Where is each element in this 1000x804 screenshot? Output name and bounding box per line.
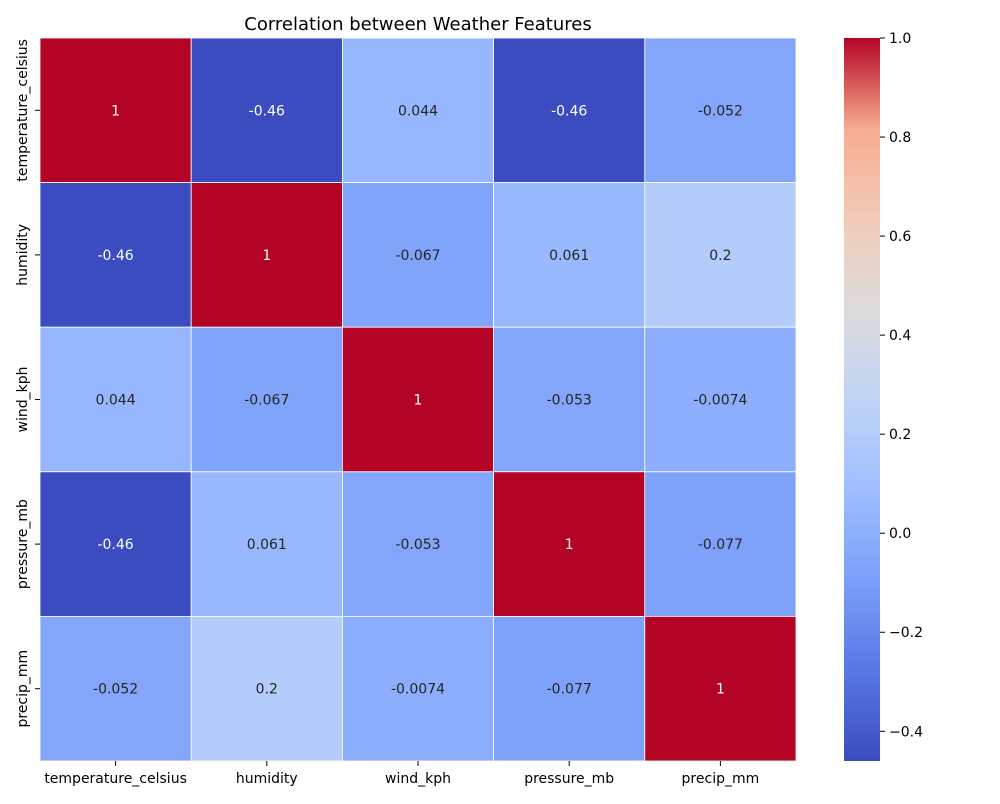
cell-value-label: -0.053 [547, 393, 592, 409]
cell-value-label: -0.46 [551, 103, 587, 119]
column-label-pressure-mb: pressure_mb [524, 771, 614, 787]
heatmap-cell-labels: 1 -0.46 0.044 -0.46 -0.052 -0.46 1 -0.067 0.061 0… [93, 103, 747, 697]
heatmap-cell-precip-mm-temperature-celsius [39, 616, 192, 762]
heatmap-cell-temperature-celsius-wind-kph [341, 37, 494, 184]
heatmap-cell-humidity-wind-kph [341, 182, 494, 328]
heatmap-cell-temperature-celsius-temperature-celsius [39, 37, 192, 184]
column-label-wind-kph: wind_kph [385, 771, 451, 787]
cell-value-label: -0.052 [93, 682, 138, 698]
cell-value-label: -0.077 [698, 537, 743, 553]
heatmap-cell-precip-mm-wind-kph [341, 616, 494, 762]
cell-value-label: 1 [111, 103, 120, 119]
heatmap-cell-humidity-precip-mm [644, 182, 797, 328]
cell-value-label: -0.46 [97, 537, 133, 553]
cell-value-label: 0.2 [709, 248, 731, 264]
colorbar-tick-label: −0.4 [889, 724, 923, 740]
heatmap-cell-precip-mm-humidity [190, 616, 343, 762]
heatmap-cell-temperature-celsius-pressure-mb [493, 37, 646, 184]
heatmap-cell-pressure-mb-precip-mm [644, 471, 797, 617]
colorbar: −0.4 −0.2 0.0 0.2 0.4 0.6 0.8 1.0 [844, 31, 923, 761]
colorbar-tick-label: 0.0 [889, 526, 911, 542]
cell-value-label: 1 [414, 393, 423, 409]
cell-value-label: -0.46 [97, 248, 133, 264]
colorbar-tick-label: 0.6 [889, 229, 911, 245]
cell-value-label: -0.067 [244, 393, 289, 409]
column-label-temperature-celsius: temperature_celsius [44, 771, 187, 787]
row-tick-labels: temperature_celsius humidity wind_kphpress… [15, 39, 40, 728]
cell-value-label: -0.46 [249, 103, 285, 119]
row-label-precip-mm: precip_mm [15, 650, 31, 728]
chart-title: Correlation between Weather Features [244, 14, 591, 35]
cell-value-label: 0.061 [549, 248, 589, 264]
cell-value-label: 0.044 [96, 393, 136, 409]
heatmap-cell-wind-kph-precip-mm [644, 326, 797, 473]
cell-value-label: -0.0074 [693, 393, 747, 409]
cell-value-label: 1 [262, 248, 271, 264]
cell-value-label: 0.044 [398, 103, 438, 119]
cell-value-label: -0.077 [547, 682, 592, 698]
heatmap-cell-precip-mm-precip-mm [644, 616, 797, 762]
colorbar-tick-label: −0.2 [889, 625, 923, 641]
column-label-precip-mm: precip_mm [682, 771, 760, 787]
cell-value-label: -0.067 [395, 248, 440, 264]
cell-value-label: 1 [565, 537, 574, 553]
colorbar-tick-label: 0.2 [889, 427, 911, 443]
cell-value-label: 1 [716, 682, 725, 698]
column-tick-labels: temperature_celsius humidity wind_kph press… [44, 761, 759, 787]
column-label-humidity: humidity [236, 771, 298, 787]
row-label-temperature-celsius: temperature_celsius [15, 39, 31, 182]
heatmap-cell-pressure-mb-humidity [190, 471, 343, 617]
cell-value-label: -0.052 [698, 103, 743, 119]
cell-value-label: -0.053 [395, 537, 440, 553]
heatmap-cell-temperature-celsius-precip-mm [644, 37, 797, 184]
heatmap-cell-temperature-celsius-humidity [190, 37, 343, 184]
heatmap-cell-pressure-mb-pressure-mb [493, 471, 646, 617]
colorbar-tick-label: 1.0 [889, 31, 911, 47]
cell-value-label: 0.061 [247, 537, 287, 553]
row-label-wind-kph: wind_kph [15, 367, 31, 433]
cell-value-label: -0.0074 [391, 682, 445, 698]
heatmap-cell-wind-kph-wind-kph [341, 326, 494, 473]
row-label-humidity: humidity [15, 224, 31, 286]
heatmap-cells [39, 37, 797, 762]
row-label-pressure-mb: pressure_mb [15, 499, 31, 589]
heatmap-cell-pressure-mb-wind-kph [341, 471, 494, 617]
colorbar-gradient [844, 38, 880, 761]
heatmap-cell-wind-kph-pressure-mb [493, 326, 646, 473]
heatmap-cell-humidity-humidity [190, 182, 343, 328]
heatmap-cell-humidity-temperature-celsius [39, 182, 192, 328]
colorbar-tick-label: 0.4 [889, 328, 911, 344]
heatmap-cell-wind-kph-humidity [190, 326, 343, 473]
colorbar-tick-label: 0.8 [889, 130, 911, 146]
cell-value-label: 0.2 [256, 682, 278, 698]
